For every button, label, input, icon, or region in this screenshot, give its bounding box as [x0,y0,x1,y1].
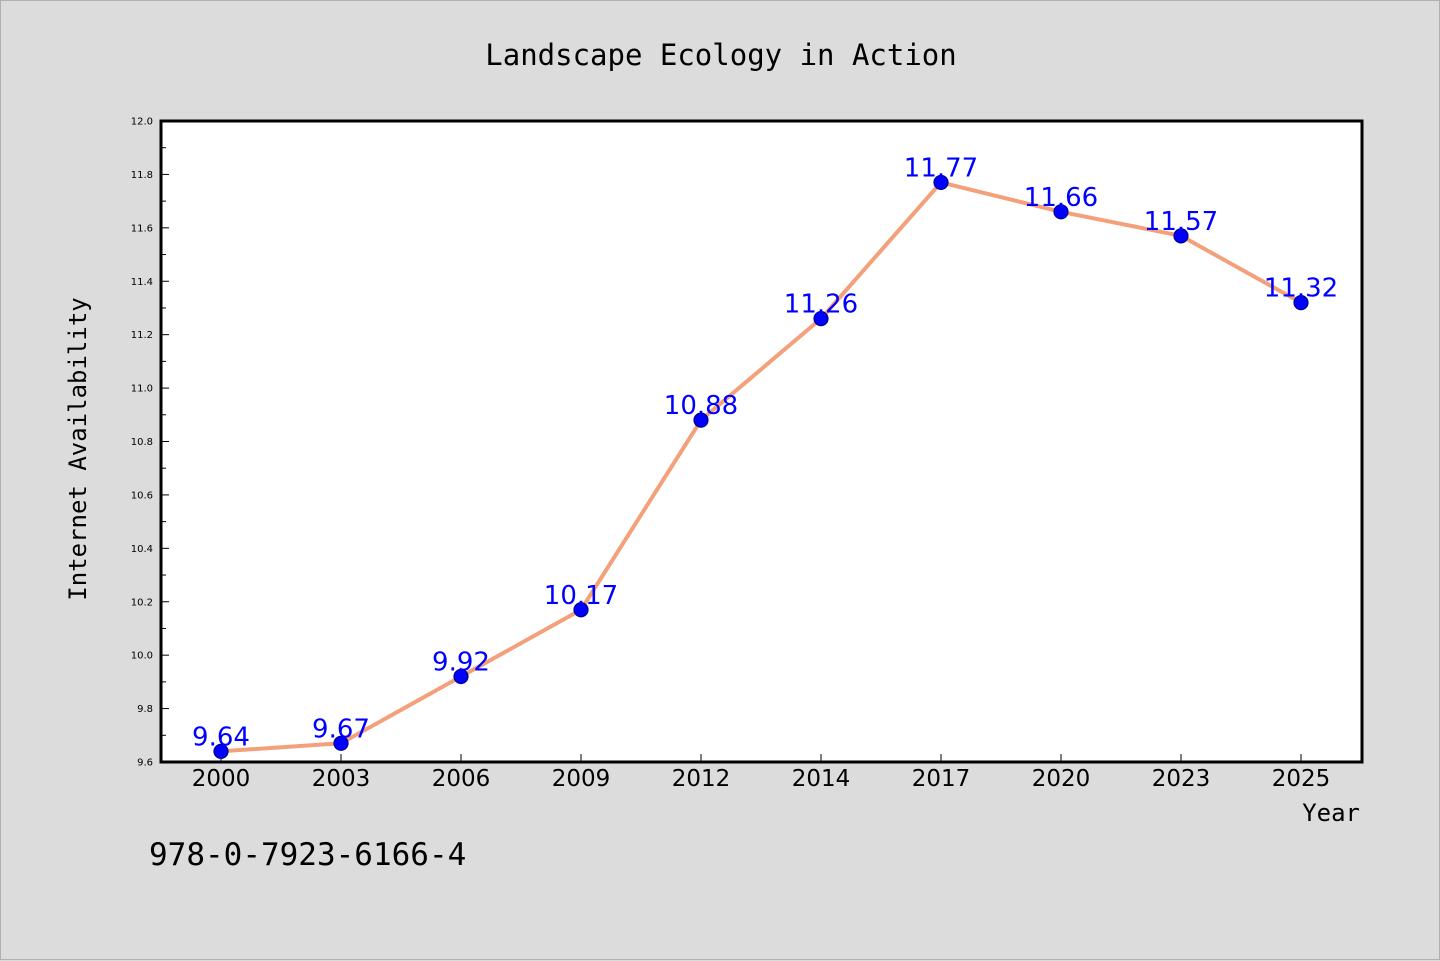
data-point [453,668,469,685]
y-tick-label: 10.6 [131,490,153,501]
y-tick-label: 12.0 [131,117,153,128]
x-tick-label: 2017 [912,766,971,792]
y-tick-label: 9.8 [137,704,153,715]
x-tick-label: 2006 [432,766,491,792]
data-point [1293,295,1309,311]
data-point [333,735,349,751]
data-label: 11.32 [1264,274,1338,304]
data-point [813,311,829,327]
series-line-group [213,174,1309,759]
y-tick-label: 10.2 [131,597,153,608]
isbn-annotation: 978-0-7923-6166-4 [149,837,466,873]
x-tick-label: 2020 [1032,766,1091,792]
data-label: 9.67 [312,714,370,744]
y-tick-label: 11.4 [131,277,153,288]
data-label: 11.57 [1144,207,1218,237]
data-label: 10.88 [664,391,738,421]
data-label: 9.64 [192,722,250,752]
data-label: 11.77 [904,153,978,183]
y-tick-label: 11.0 [131,384,153,395]
x-axis: 2000 2003 2006 2009 2012 2014 2017 2020 2023 2025 [192,754,1331,792]
data-label: 11.66 [1024,183,1098,213]
y-axis: 9.6 9.8 10.0 10.2 10.4 10.6 10.8 11.0 11.2 11.4 11… [131,117,169,769]
plot-area [159,119,1364,764]
data-point [213,743,229,759]
x-tick-label: 2009 [552,766,611,792]
series-line [219,180,1303,754]
x-tick-label: 2025 [1272,766,1331,792]
data-point [1053,204,1069,220]
y-tick-label: 9.6 [137,758,153,769]
y-tick-label: 11.2 [131,330,153,341]
data-point [693,412,709,428]
x-tick-label: 2003 [312,766,371,792]
data-point [1173,228,1189,244]
data-point [573,602,589,618]
y-tick-label: 11.8 [131,170,153,181]
x-axis-label: Year [1302,799,1360,827]
chart-title: Landscape Ecology in Action [485,38,956,72]
x-tick-label: 2012 [672,766,731,792]
data-label: 9.92 [432,648,490,678]
x-tick-label: 2023 [1152,766,1211,792]
x-tick-label: 2014 [792,766,851,792]
data-labels-group: 9.64 9.67 9.92 10.17 10.88 11.26 11.77 11.66 11.… [192,153,1338,752]
y-tick-label: 10.8 [131,437,153,448]
data-label: 11.26 [784,290,858,320]
y-tick-label: 11.6 [131,223,153,234]
x-tick-label: 2000 [192,766,251,792]
data-label: 10.17 [544,581,618,611]
y-axis-label: Internet Availability [64,297,92,600]
y-tick-label: 10.0 [131,651,153,662]
data-point [933,174,949,191]
y-tick-label: 10.4 [131,544,153,555]
